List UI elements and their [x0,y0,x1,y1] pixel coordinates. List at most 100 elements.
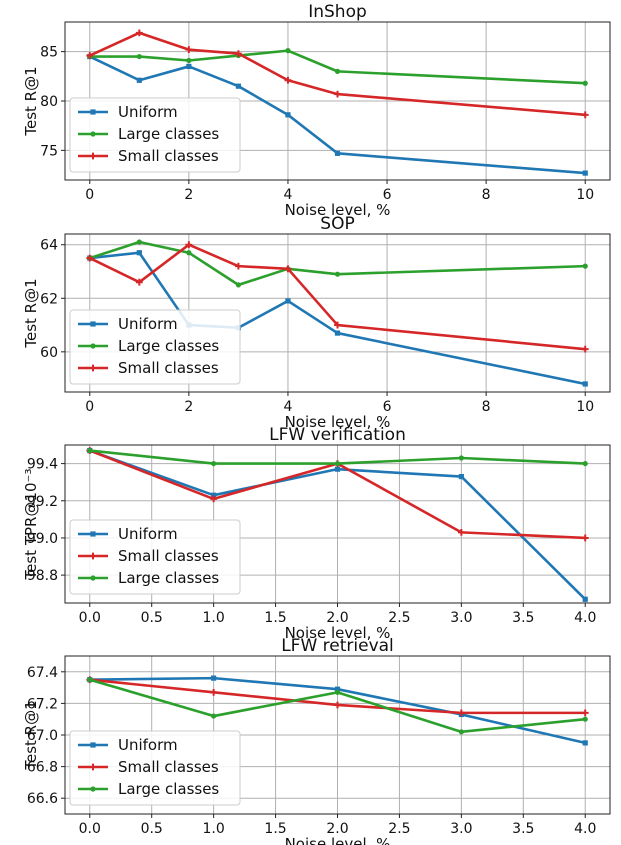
x-axis-label: Noise level, % [285,413,391,431]
data-point [334,686,341,692]
legend-label: Large classes [118,337,219,355]
data-point [581,345,589,353]
data-point [211,675,217,681]
data-point [334,701,341,709]
legend-box [69,730,241,806]
x-tick-label: 10 [576,187,594,203]
y-tick-label: 60 [40,345,58,361]
legend-label: Large classes [118,569,219,587]
legend-label: Uniform [118,736,178,754]
legend-label: Small classes [118,359,219,377]
y-tick-label: 66.6 [27,791,58,807]
data-point [235,262,242,270]
series-large-classes [87,677,588,735]
x-tick-label: 0 [85,187,94,203]
data-point [86,254,94,262]
data-point [582,381,588,387]
data-point [458,474,464,480]
legend-marker [90,343,96,349]
data-point [136,250,142,256]
x-tick-label: 8 [482,399,491,415]
legend-marker [89,552,97,560]
x-tick-label: 4.0 [574,821,596,837]
x-tick-label: 4 [283,187,292,203]
data-point [334,466,341,472]
data-point [235,50,242,57]
data-point [284,76,292,84]
data-point [235,282,242,288]
y-tick-label: 67.0 [27,728,58,744]
data-point [582,596,588,602]
x-tick-label: 2.5 [388,610,410,626]
x-tick-label: 2.0 [326,610,348,626]
data-point [458,455,464,461]
legend-marker [90,109,96,115]
data-point [582,80,588,86]
legend-label: Large classes [118,125,219,143]
legend-marker [89,152,97,160]
data-point [334,460,341,467]
chart-title: SOP [320,214,354,234]
data-point [285,112,291,118]
y-tick-label: 80 [40,94,58,110]
data-point [185,46,193,54]
x-axis-label: Noise level, % [285,624,391,642]
data-point [334,90,341,98]
x-axis-label: Noise level, % [285,835,391,845]
data-point [135,29,143,37]
x-tick-label: 6 [383,399,392,415]
series-line [89,49,586,85]
x-tick-label: 1.5 [264,821,286,837]
legend-label: Small classes [118,758,219,776]
data-point [211,460,217,467]
data-point [582,170,588,176]
legend: Uniform Large classes Small classes [69,309,241,385]
legend: Uniform Small classes Large classes [69,730,241,806]
y-tick-label: 99.0 [27,531,58,547]
x-tick-label: 2 [184,187,193,203]
data-point [334,689,341,695]
data-point [135,278,143,286]
series-large-classes [87,447,588,467]
data-point [582,263,588,269]
series-small-classes [86,29,589,119]
data-point [284,265,292,273]
data-point [186,57,192,64]
y-axis-label: Test R@1 [22,66,40,136]
data-point [186,250,192,256]
chart-panel-1: 0 2 4 6 8 10 75 80 85 InShop Noise level, % Test R@… [22,2,611,219]
y-tick-label: 64 [40,238,58,254]
data-point [581,111,589,119]
y-axis-label: Test TPR@10⁻³ [22,469,40,581]
data-point [210,688,218,696]
y-axis-label: Test R@1 [22,278,40,348]
data-point [457,709,465,717]
chart-title: LFW retrieval [281,636,394,656]
data-point [136,77,142,83]
data-point [87,447,93,454]
data-point [211,492,217,498]
x-tick-label: 3.0 [450,610,472,626]
y-tick-label: 66.8 [27,760,58,776]
x-tick-label: 2.0 [326,821,348,837]
data-point [136,53,142,60]
data-point [334,150,341,156]
chart-panel-3: 0.0 0.5 1.0 1.5 2.0 2.5 3.0 3.5 4.0 98.8 99.0 99.2 9… [22,425,611,642]
data-point [186,63,192,70]
data-point [87,677,93,683]
chart-title: LFW verification [269,425,406,445]
legend-label: Small classes [118,547,219,565]
legend-label: Large classes [118,780,219,798]
legend-label: Uniform [118,103,178,121]
series-large-classes [87,48,588,86]
chart-panel-2: 0 2 4 6 8 10 60 62 64 SOP Noise level, % Test R@1 Un… [22,214,611,431]
x-tick-label: 1.0 [203,610,225,626]
data-point [581,709,589,717]
legend-marker [90,742,96,748]
x-tick-label: 4 [283,399,292,415]
legend: Uniform Large classes Small classes [69,97,241,173]
y-tick-label: 85 [40,45,58,61]
legend: Uniform Small classes Large classes [69,519,241,595]
data-point [334,321,341,329]
